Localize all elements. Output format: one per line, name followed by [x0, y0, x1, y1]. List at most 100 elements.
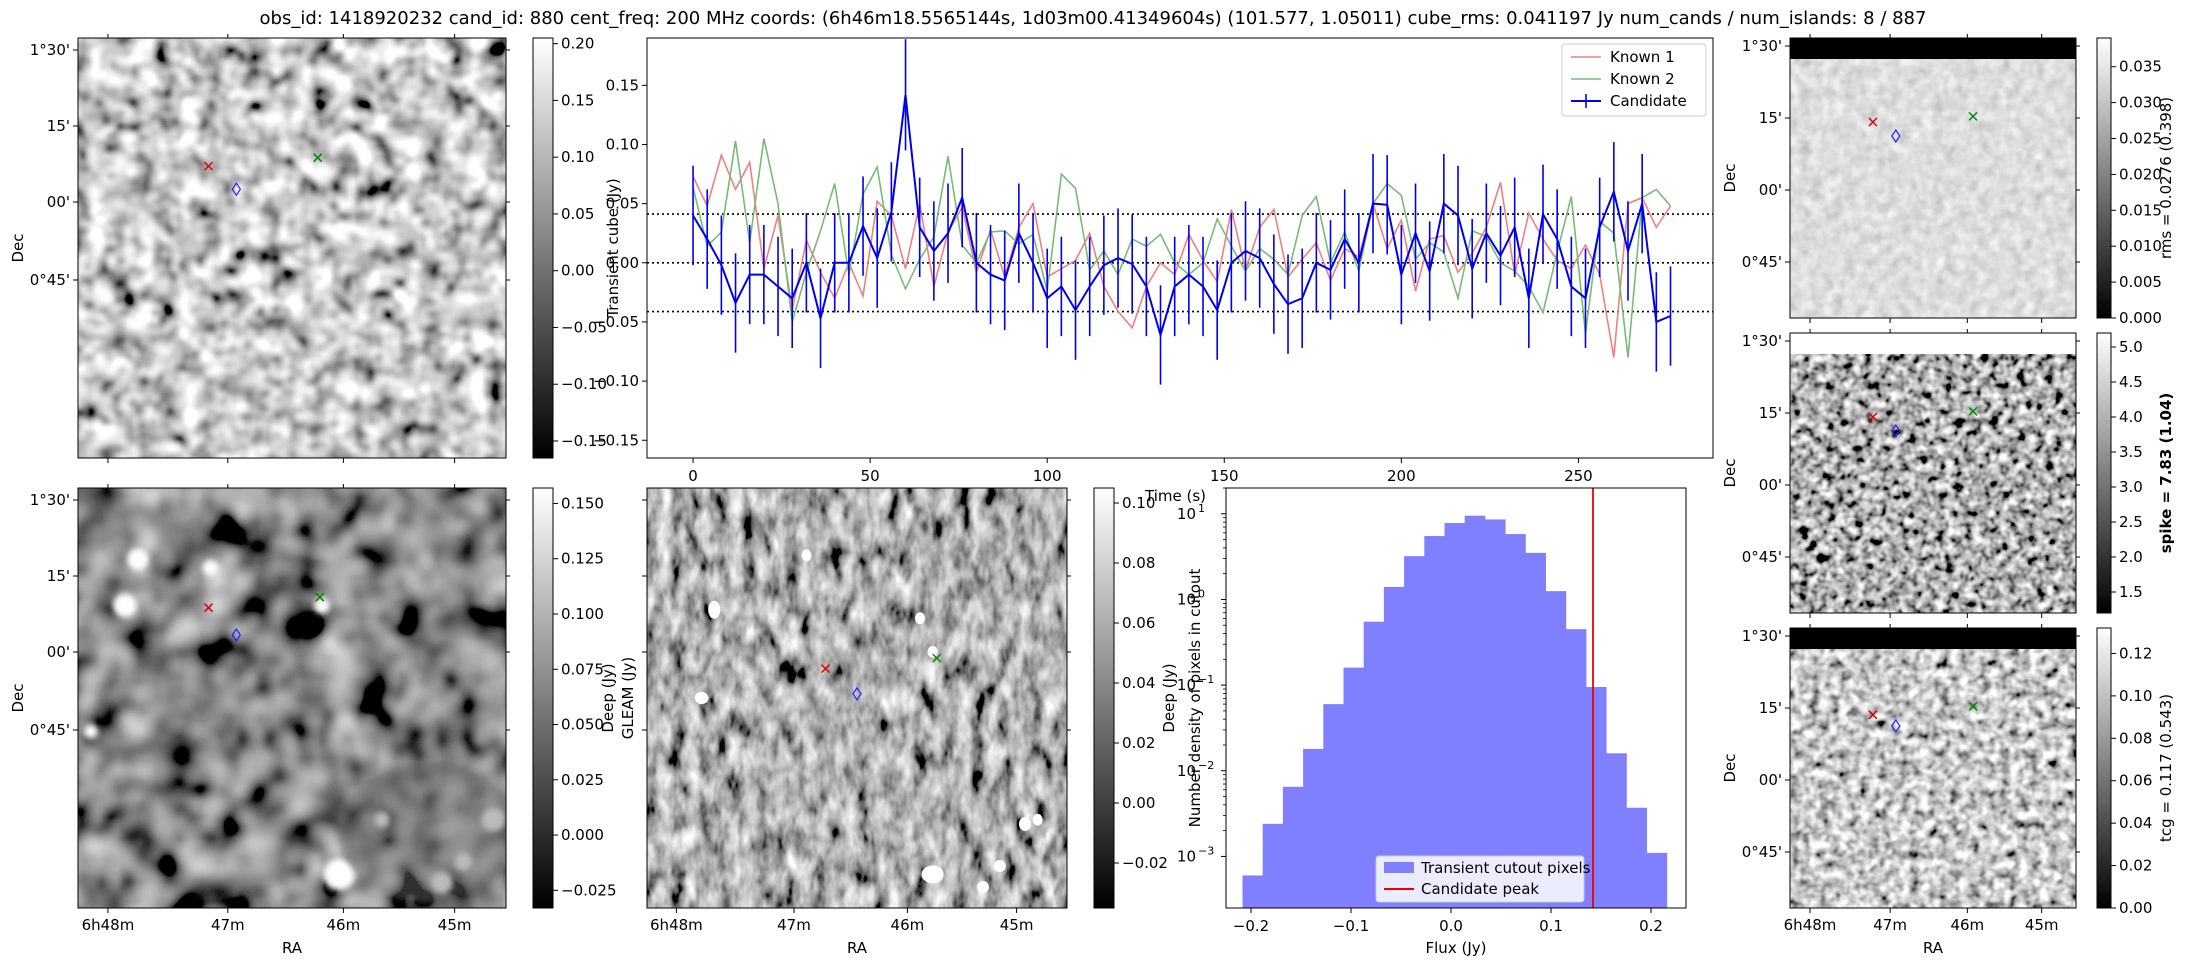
histogram-bar	[1424, 536, 1445, 908]
tcg-dec-tick: 15'	[1759, 699, 1782, 717]
transient-colorbar-tick: 0.00	[561, 262, 594, 280]
lightcurve-y-tick: 0.15	[606, 76, 639, 94]
lightcurve-legend: Known 1 Known 2 Candidate	[1561, 43, 1707, 117]
tcg-dec-tick: 1°30'	[1742, 627, 1782, 645]
lightcurve-ylabel: Transient cube (Jy)	[604, 178, 622, 318]
transient-colorbar-tick: −0.15	[561, 432, 607, 450]
histogram-bar	[1282, 786, 1304, 908]
spike-colorbar-tick: 3.5	[2119, 443, 2143, 461]
lightcurve-x-tick: 250	[1564, 467, 1593, 485]
deep-dec-tick: 00'	[47, 643, 70, 661]
spike-known1-marker	[1868, 412, 1878, 422]
spike-colorbar-tick: 2.0	[2119, 548, 2143, 566]
series-line-known-2	[692, 138, 1672, 358]
gleam-candidate-marker	[852, 686, 862, 701]
histogram-y-tick: 10	[1177, 505, 1196, 523]
spike-colorbar-tick: 3.0	[2119, 478, 2143, 496]
deep-candidate-marker	[231, 627, 242, 643]
histogram-bar	[1484, 519, 1506, 908]
figure-title: obs_id: 1418920232 cand_id: 880 cent_fre…	[260, 8, 1927, 29]
transient-colorbar	[532, 37, 554, 459]
transient-candidate-marker	[231, 182, 242, 197]
histogram-bar	[1585, 687, 1607, 908]
gleam-colorbar-tick: 0.06	[1122, 614, 1155, 632]
spike-dec-tick: 1°30'	[1742, 332, 1782, 350]
gleam-image	[647, 488, 1067, 908]
spike-dec-tick: 0°45'	[1742, 548, 1782, 566]
transient-frame	[77, 37, 507, 459]
transient-colorbar-tick: 0.05	[561, 205, 594, 223]
transient-dec-tick: 1°30'	[30, 41, 70, 59]
gleam-colorbar-label: Deep (Jy)	[1160, 663, 1178, 732]
transient-dec-label: Dec	[9, 233, 27, 262]
histogram-bar	[1383, 586, 1405, 908]
tcg-ra-tick: 47m	[1873, 916, 1907, 934]
deep-colorbar-tick: 0.050	[561, 716, 604, 734]
histogram-x-tick: 0.0	[1439, 917, 1463, 935]
histogram-legend-swatch	[1384, 862, 1414, 873]
rms-candidate-marker	[1891, 128, 1901, 144]
rms-nodata-band	[1790, 38, 2076, 59]
histogram-x-tick: −0.1	[1333, 917, 1369, 935]
deep-ra-tick: 6h48m	[82, 916, 135, 934]
spike-candidate-marker	[1891, 423, 1901, 439]
rms-colorbar-label: rms = 0.0276 (0.398)	[2157, 97, 2175, 259]
rms-known2-marker	[1968, 111, 1978, 121]
tcg-colorbar-tick: 0.10	[2119, 687, 2152, 705]
histogram-legend-entry: Candidate peak	[1421, 880, 1539, 898]
spike-colorbar-tick: 2.5	[2119, 513, 2143, 531]
lightcurve-x-tick: 100	[1033, 467, 1062, 485]
deep-colorbar-tick: 0.100	[561, 605, 604, 623]
series-line-candidate	[692, 94, 1671, 339]
tcg-dec-tick: 00'	[1759, 771, 1782, 789]
transient-colorbar-tick: −0.10	[561, 375, 607, 393]
transient-colorbar-tick: −0.05	[561, 318, 607, 336]
lightcurve-bg	[647, 38, 1713, 458]
rms-colorbar	[2096, 37, 2112, 319]
gleam-colorbar-tick: 0.02	[1122, 734, 1155, 752]
gleam-colorbar-tick: −0.02	[1122, 854, 1168, 872]
spike-colorbar-tick: 4.0	[2119, 408, 2143, 426]
gleam-known1-marker	[820, 664, 831, 674]
gleam-ra-tick: 46m	[891, 916, 925, 934]
histogram-x-tick: 0.2	[1639, 917, 1663, 935]
spike-colorbar-tick: 5.0	[2119, 338, 2143, 356]
legend-entry: Known 2	[1610, 70, 1675, 88]
gleam-frame	[646, 487, 1068, 909]
lightcurve-x-tick: 0	[688, 467, 698, 485]
histogram-bar	[1646, 852, 1668, 908]
gleam-ra-tick: 47m	[777, 916, 811, 934]
deep-colorbar-tick: 0.000	[561, 826, 604, 844]
lightcurve-y-tick: 0.10	[606, 135, 639, 153]
deep-ra-tick: 45m	[438, 916, 472, 934]
lightcurve-y-tick: −0.10	[593, 372, 639, 390]
spike-nodata-band	[1790, 333, 2076, 354]
spike-colorbar-tick: 1.5	[2119, 583, 2143, 601]
tcg-colorbar-label: tcg = 0.117 (0.543)	[2157, 694, 2175, 842]
deep-ra-tick: 47m	[211, 916, 245, 934]
deep-colorbar-tick: 0.075	[561, 660, 604, 678]
rms-colorbar-tick: 0.000	[2119, 309, 2162, 327]
histogram-bar	[1323, 704, 1344, 908]
deep-ra-tick: 46m	[327, 916, 361, 934]
deep-known1-marker	[204, 603, 214, 613]
deep-image	[78, 488, 506, 908]
tcg-nodata-band	[1790, 628, 2076, 649]
histogram-y-tick-exponent: 1	[1198, 502, 1205, 515]
gleam-ylabel: GLEAM (Jy)	[619, 657, 637, 739]
rms-dec-tick: 00'	[1759, 181, 1782, 199]
histogram-bar	[1606, 753, 1627, 908]
lightcurve-y-tick: 0.05	[606, 195, 639, 213]
tcg-frame	[1789, 627, 2077, 909]
legend-entry: Known 1	[1610, 48, 1675, 66]
tcg-colorbar-tick: 0.08	[2119, 729, 2152, 747]
deep-colorbar-tick: 0.125	[561, 550, 604, 568]
histogram-legend: Transient cutout pixels Candidate peak	[1375, 855, 1591, 903]
transient-colorbar-tick: 0.10	[561, 148, 594, 166]
gleam-colorbar	[1093, 487, 1115, 909]
transient-dec-tick: 0°45'	[30, 271, 70, 289]
histogram-bar	[1343, 667, 1365, 908]
histogram-bar	[1444, 523, 1466, 908]
spike-image	[1790, 333, 2076, 613]
lightcurve-frame	[646, 37, 1714, 459]
